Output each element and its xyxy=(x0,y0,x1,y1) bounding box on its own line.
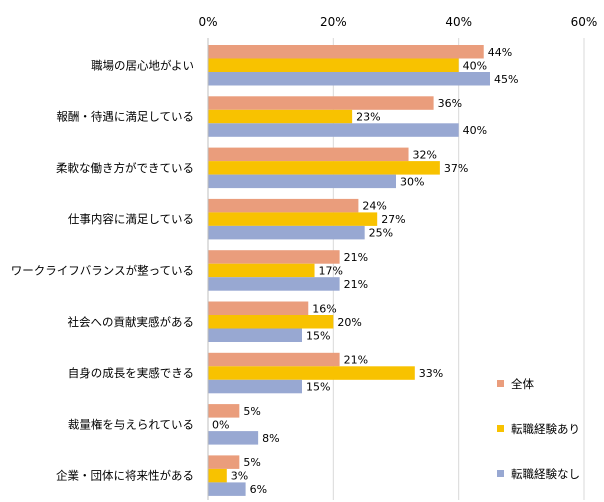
bar xyxy=(208,468,227,483)
value-label: 32% xyxy=(413,148,437,161)
bar xyxy=(208,379,302,394)
value-label: 21% xyxy=(344,278,368,291)
bar xyxy=(208,455,240,469)
bar xyxy=(208,45,484,59)
category-label: 仕事内容に満足している xyxy=(68,212,194,226)
value-label: 30% xyxy=(400,175,424,188)
value-label: 21% xyxy=(344,251,368,264)
bar xyxy=(208,123,459,137)
x-axis-ticks: 0% 20% 40% 60% xyxy=(198,15,597,29)
bar xyxy=(208,366,415,380)
value-label: 40% xyxy=(463,124,487,137)
bar xyxy=(208,225,365,240)
bar xyxy=(208,96,434,110)
value-label: 40% xyxy=(463,59,487,72)
bar xyxy=(208,147,409,162)
x-tick-label: 40% xyxy=(445,15,472,29)
bar xyxy=(208,328,302,342)
bar xyxy=(208,315,334,329)
value-label: 25% xyxy=(369,227,393,240)
value-label: 20% xyxy=(337,316,361,329)
value-label: 5% xyxy=(243,405,260,418)
bar xyxy=(208,482,246,496)
bar xyxy=(208,301,309,315)
value-label: 24% xyxy=(362,200,386,213)
value-label: 21% xyxy=(344,354,368,367)
category-label: 報酬・待遇に満足している xyxy=(56,110,194,124)
value-labels: 44%40%45%36%23%40%32%37%30%24%27%25%21%1… xyxy=(212,46,518,496)
legend-swatch xyxy=(497,470,504,477)
bar xyxy=(208,212,378,226)
x-tick-label: 20% xyxy=(320,15,347,29)
category-label: 社会への貢献実感がある xyxy=(68,315,195,329)
category-label: 裁量権を与えられている xyxy=(68,417,194,431)
value-label: 37% xyxy=(444,162,468,175)
value-label: 45% xyxy=(494,73,518,86)
category-label: 企業・団体に将来性がある xyxy=(56,469,194,483)
value-label: 17% xyxy=(319,264,343,277)
value-label: 8% xyxy=(262,432,279,445)
bar xyxy=(208,161,440,175)
bar xyxy=(208,263,315,278)
bar xyxy=(208,431,259,445)
bar xyxy=(208,198,359,213)
value-label: 33% xyxy=(419,367,443,380)
bar xyxy=(208,109,353,124)
value-label: 44% xyxy=(488,46,512,59)
category-labels: 職場の居心地がよい報酬・待遇に満足している柔軟な働き方ができている仕事内容に満足… xyxy=(11,58,194,482)
legend-label: 転職経験あり xyxy=(511,422,580,436)
x-tick-label: 0% xyxy=(198,15,217,29)
legend-swatch xyxy=(497,425,504,432)
bar xyxy=(208,352,340,367)
bar xyxy=(208,277,340,291)
bars xyxy=(208,45,490,496)
value-label: 36% xyxy=(438,97,462,110)
bar xyxy=(208,72,490,86)
value-label: 5% xyxy=(243,456,260,469)
legend-swatch xyxy=(497,380,504,387)
bar xyxy=(208,58,459,72)
category-label: ワークライフバランスが整っている xyxy=(11,263,194,277)
legend-label: 全体 xyxy=(511,377,534,391)
value-label: 15% xyxy=(306,329,330,342)
x-tick-label: 60% xyxy=(571,15,598,29)
bar xyxy=(208,404,240,418)
value-label: 6% xyxy=(250,483,267,496)
value-label: 27% xyxy=(381,213,405,226)
category-label: 自身の成長を実感できる xyxy=(68,366,194,380)
bar xyxy=(208,174,396,189)
value-label: 16% xyxy=(312,302,336,315)
category-label: 柔軟な働き方ができている xyxy=(56,161,194,175)
category-label: 職場の居心地がよい xyxy=(91,58,194,72)
value-label: 15% xyxy=(306,381,330,394)
legend-label: 転職経験なし xyxy=(511,467,580,481)
bar xyxy=(208,250,340,264)
value-label: 0% xyxy=(212,418,229,431)
value-label: 3% xyxy=(231,470,248,483)
value-label: 23% xyxy=(356,111,380,124)
